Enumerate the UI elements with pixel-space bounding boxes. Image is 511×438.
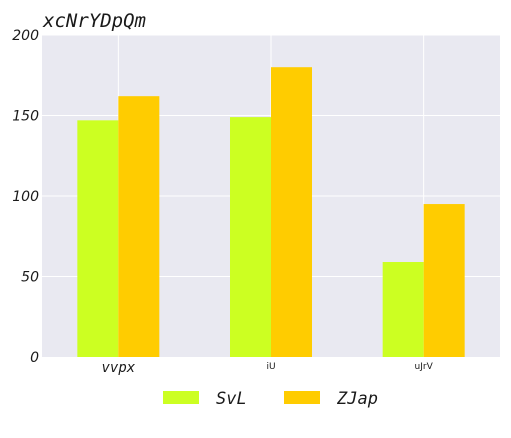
- y-axis-ticks: 0 50 100 150 200: [12, 28, 39, 366]
- bar-ZJap-iU: [271, 67, 312, 357]
- legend-label-SvL: SvL: [216, 389, 247, 409]
- legend-swatch-ZJap: [284, 391, 320, 404]
- legend: SvL ZJap: [163, 389, 378, 409]
- x-tick-label: uJrV: [415, 362, 434, 372]
- y-tick-label: 50: [21, 270, 39, 286]
- chart-title: xcNrYDpQm: [42, 10, 146, 32]
- y-tick-label: 200: [12, 28, 39, 44]
- y-tick-label: 0: [30, 350, 39, 366]
- bar-ZJap-vvpx: [118, 96, 160, 358]
- bar-SvL-vvpx: [77, 120, 119, 357]
- legend-label-ZJap: ZJap: [336, 389, 378, 409]
- x-tick-label: iU: [266, 362, 275, 372]
- y-tick-label: 100: [12, 189, 39, 205]
- bar-SvL-uJrV: [382, 262, 424, 357]
- y-tick-label: 150: [12, 109, 39, 125]
- x-axis-ticks: vvpx iU uJrV: [101, 360, 433, 376]
- x-tick-label: vvpx: [101, 360, 135, 376]
- bars: [77, 67, 465, 358]
- legend-swatch-SvL: [163, 391, 199, 404]
- bar-SvL-iU: [230, 117, 271, 357]
- bar-ZJap-uJrV: [423, 204, 465, 357]
